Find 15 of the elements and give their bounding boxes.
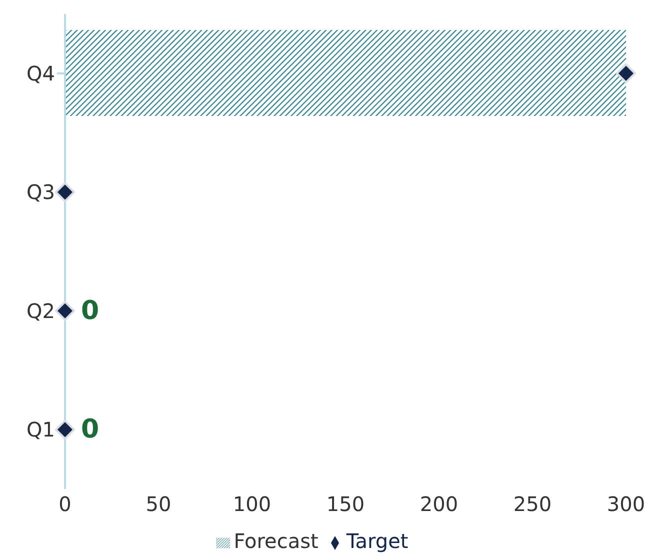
data-label: 0 [81,296,100,326]
x-tick-label: 0 [58,492,72,516]
x-tick-label: 200 [420,492,458,516]
x-tick-label: 50 [146,492,172,516]
legend-label: Target [346,529,408,553]
x-tick-label: 100 [232,492,272,516]
y-tick-label: Q1 [26,418,55,442]
y-tick-label: Q2 [26,298,55,323]
x-tick-label: 250 [513,492,552,516]
legend-label: Forecast [234,529,318,553]
data-label: 0 [81,414,100,445]
x-tick-label: 150 [326,492,365,516]
y-tick-label: Q4 [26,61,55,86]
x-tick-label: 300 [606,492,646,516]
y-tick-label: Q3 [26,180,55,204]
